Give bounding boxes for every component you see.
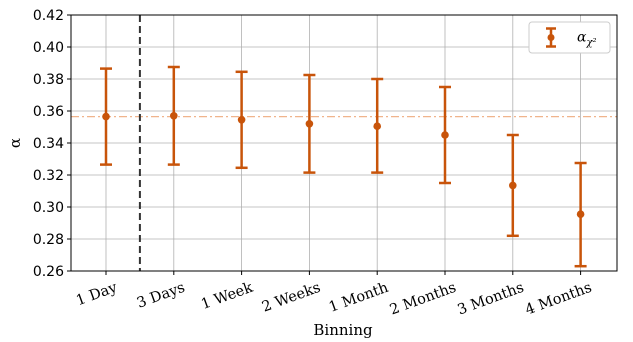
errorbar-point	[371, 77, 384, 174]
errorbar-point	[167, 65, 180, 166]
y-tick-label: 0.40	[33, 40, 64, 56]
data-point	[576, 210, 585, 218]
legend-label-subscript: χ²	[585, 38, 596, 49]
plot-frame	[70, 14, 618, 272]
y-tick-label: 0.26	[33, 264, 64, 280]
y-tick-label: 0.38	[33, 72, 64, 88]
x-tick-label: 1 Month	[327, 280, 391, 316]
y-tick-label: 0.36	[33, 104, 64, 120]
x-tick-label: 2 Months	[388, 280, 459, 319]
errorbar-point	[439, 85, 451, 185]
data-point	[373, 122, 382, 130]
errorbar-series	[100, 65, 587, 268]
errorbar-point	[303, 73, 316, 174]
y-tick-label: 0.28	[33, 232, 64, 248]
data-point	[102, 112, 110, 121]
errorbar-point	[100, 67, 112, 166]
legend-box	[528, 21, 611, 54]
legend-marker	[547, 34, 555, 41]
data-point	[509, 181, 517, 190]
errorbar-point	[235, 70, 248, 170]
x-tick-label: 3 Days	[135, 280, 187, 312]
legend[interactable]: αχ²	[528, 21, 611, 54]
x-axis-label: Binning	[313, 321, 373, 339]
x-tick-label: 1 Week	[199, 280, 255, 313]
data-point	[305, 120, 314, 128]
x-tick-label: 1 Day	[74, 279, 120, 309]
y-tick-label: 0.30	[33, 200, 64, 216]
y-tick-label: 0.34	[33, 136, 64, 152]
errorbar-point	[506, 133, 519, 238]
y-tick-label: 0.42	[33, 8, 64, 24]
data-point	[237, 116, 246, 124]
x-tick-label: 2 Weeks	[260, 280, 323, 316]
data-point	[170, 112, 178, 120]
reference-line-layer	[71, 15, 617, 271]
errorbar-point	[574, 161, 587, 268]
data-point	[441, 131, 449, 139]
y-axis-label: α	[6, 138, 24, 148]
y-tick-label: 0.32	[33, 168, 64, 184]
axes: 0.26 0.28 0.30 0.32 0.34 0.36 0.38 0.40 0.42 1 Da…	[33, 8, 618, 319]
x-tick-label: 4 Months	[523, 280, 594, 319]
x-tick-label: 3 Months	[456, 280, 527, 319]
